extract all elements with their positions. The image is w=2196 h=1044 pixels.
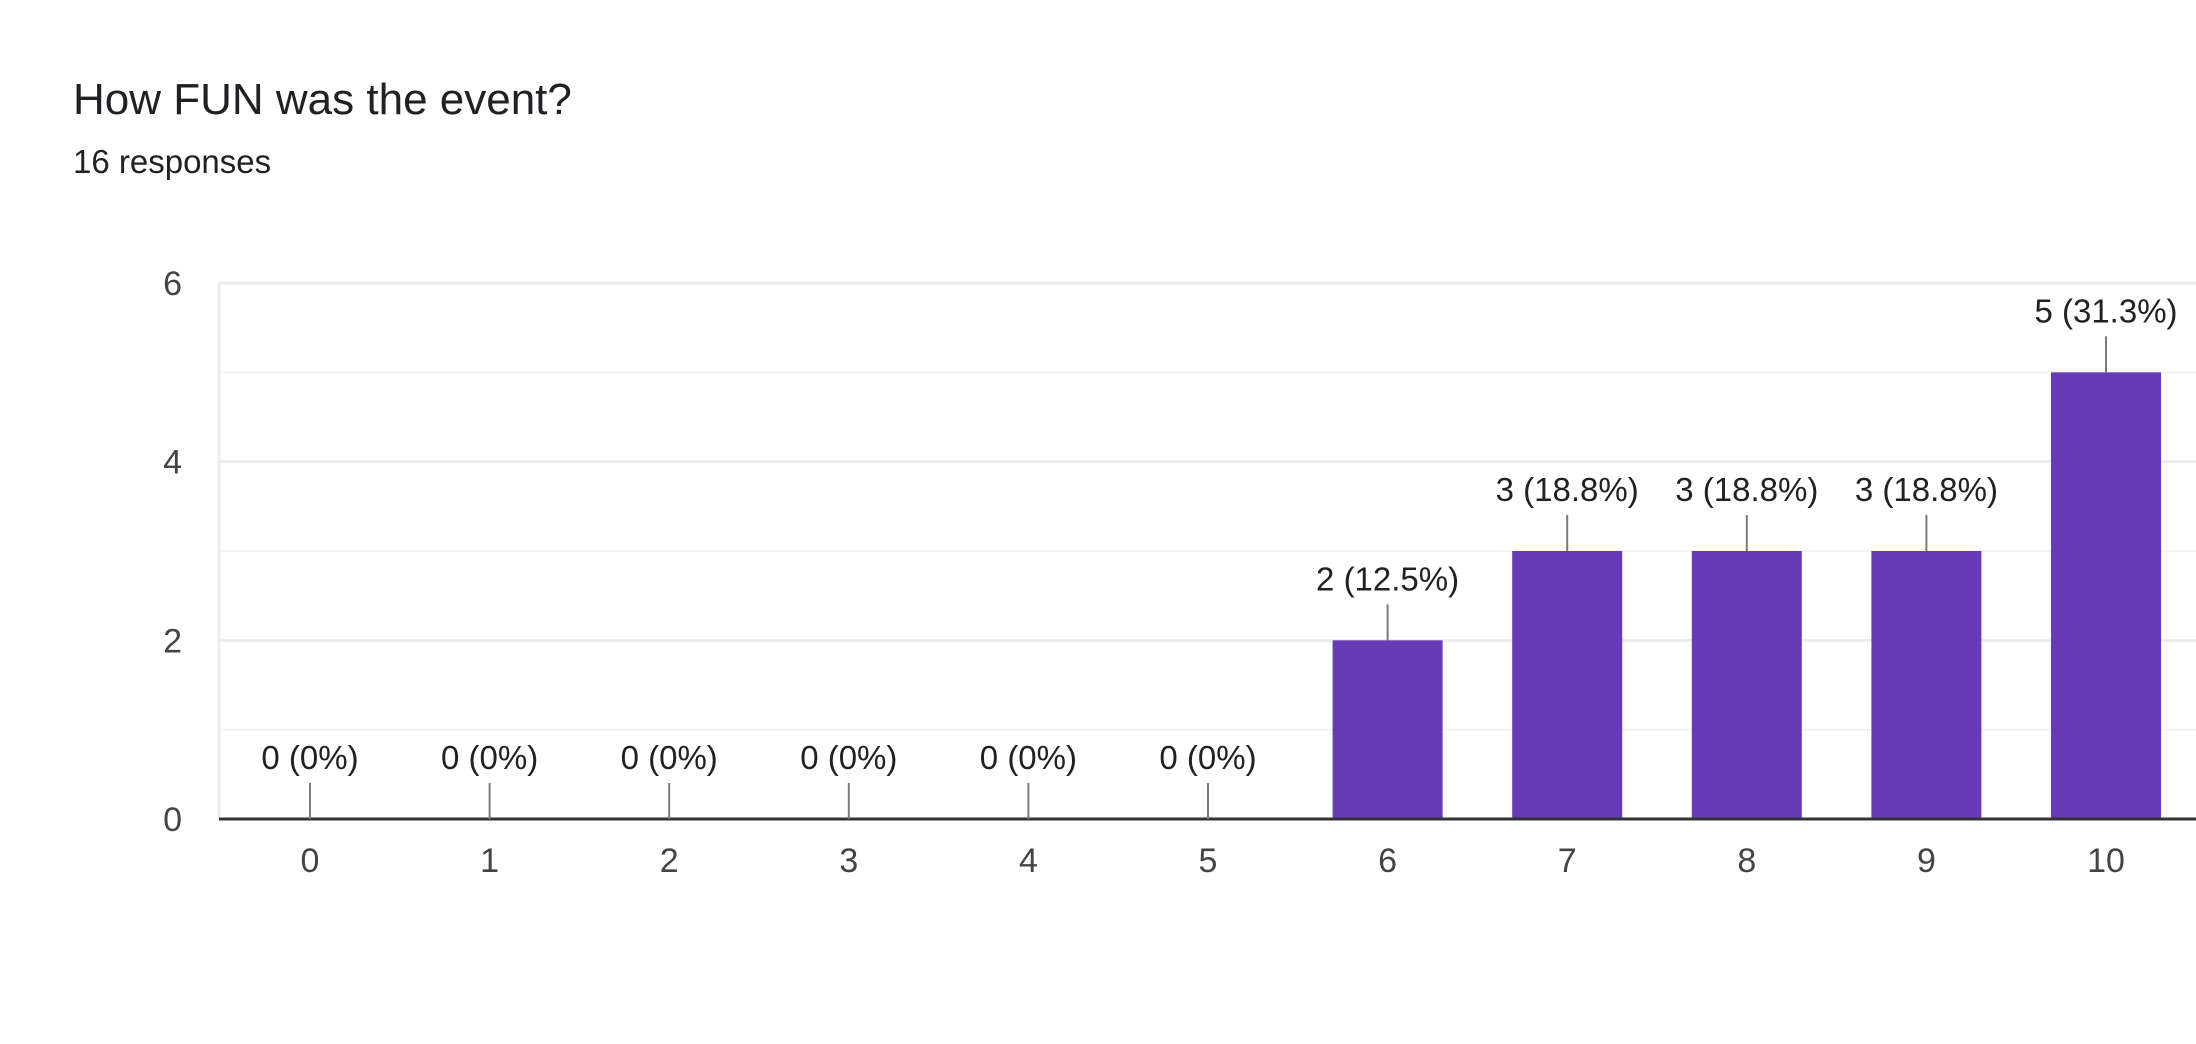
- response-count: 16 responses: [73, 143, 272, 180]
- bar: [1871, 551, 1982, 819]
- x-tick-label: 10: [2087, 842, 2125, 880]
- x-tick-label: 0: [301, 842, 320, 880]
- x-tick-label: 7: [1558, 842, 1577, 880]
- bar: [1512, 551, 1623, 819]
- data-label: 3 (18.8%): [1496, 471, 1639, 508]
- y-tick-label: 2: [163, 622, 182, 660]
- data-label: 0 (0%): [800, 739, 897, 776]
- grid-lines: [217, 281, 2196, 819]
- x-tick-label: 9: [1917, 842, 1936, 880]
- x-tick-label: 6: [1378, 842, 1397, 880]
- y-tick-label: 0: [163, 801, 182, 839]
- axes: 0 2 4 6 0 1 2 3 4 5 6 7 8 9 10: [163, 265, 2196, 880]
- data-label: 3 (18.8%): [1855, 471, 1998, 508]
- data-label: 0 (0%): [261, 739, 358, 776]
- x-tick-label: 3: [839, 842, 858, 880]
- x-tick-label: 1: [480, 842, 499, 880]
- data-label: 0 (0%): [621, 739, 718, 776]
- x-tick-label: 5: [1199, 842, 1218, 880]
- data-label: 0 (0%): [1159, 739, 1256, 776]
- bars: [1332, 372, 2161, 819]
- bar: [1332, 640, 1443, 819]
- y-tick-label: 4: [163, 444, 182, 482]
- data-label: 3 (18.8%): [1675, 471, 1818, 508]
- bar: [1691, 551, 1802, 819]
- x-tick-label: 2: [660, 842, 679, 880]
- bar: [2051, 372, 2161, 819]
- question-header: How FUN was the event? 16 responses: [73, 72, 572, 184]
- data-labels: 0 (0%) 0 (0%) 0 (0%) 0 (0%) 0 (0%) 0 (0%) 2 (1…: [261, 292, 2178, 819]
- question-title: How FUN was the event?: [73, 75, 572, 124]
- x-tick-label: 8: [1737, 842, 1756, 880]
- data-label: 0 (0%): [980, 739, 1077, 776]
- data-label: 0 (0%): [441, 739, 538, 776]
- data-label: 5 (31.3%): [2034, 292, 2177, 329]
- y-tick-label: 6: [163, 265, 182, 303]
- x-tick-label: 4: [1019, 842, 1038, 880]
- data-label: 2 (12.5%): [1316, 560, 1459, 597]
